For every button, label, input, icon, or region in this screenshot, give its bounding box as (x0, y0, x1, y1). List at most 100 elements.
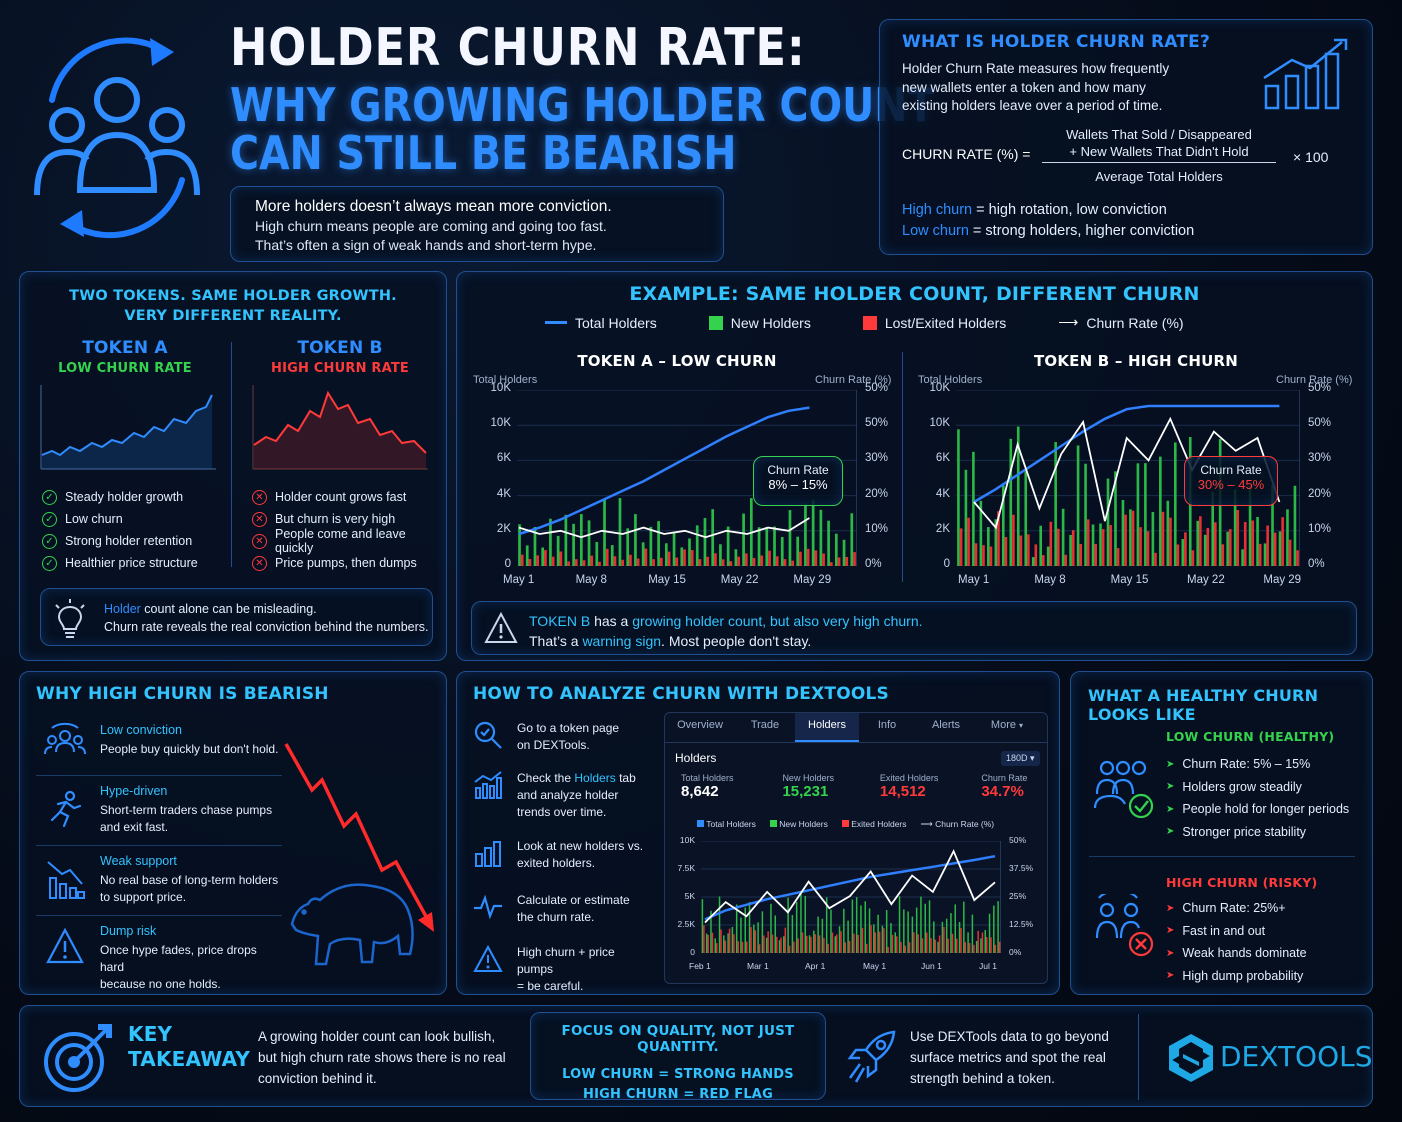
new-holders-bar (688, 538, 691, 566)
tab-holders[interactable]: Holders (795, 713, 859, 742)
exited-holders-bar (1154, 552, 1157, 566)
tab-more[interactable]: More ▾ (990, 719, 1024, 731)
x-tick-label: May 8 (1034, 574, 1066, 586)
exited-holders-bar (636, 558, 640, 566)
exited-holders-bar (1042, 555, 1045, 566)
bearish-item-dump-risk: Dump risk Once hype fades, price drops h… (36, 916, 282, 991)
lightbulb-icon (55, 599, 85, 638)
exited-holders-bar (783, 559, 787, 566)
new-holders-bar (587, 520, 591, 566)
legend-new-holders: New Holders (708, 314, 811, 331)
exited-holders-bar (938, 935, 941, 953)
new-holders-bar (924, 903, 926, 953)
exited-holders-bar (559, 551, 563, 566)
exited-holders-bar (791, 560, 795, 566)
formula-label: CHURN RATE (%) = (902, 146, 1031, 162)
step-be-careful: High churn + price pumps = be careful. (473, 944, 653, 995)
two-tokens-heading-line2: VERY DIFFERENT REALITY. (124, 308, 342, 324)
new-holders-bar (804, 503, 807, 566)
exited-holders-bar (746, 941, 748, 953)
new-holders-bar (1031, 557, 1035, 566)
tip-box: Holder count alone can be misleading. Ch… (40, 588, 433, 646)
new-holders-bar (626, 528, 630, 566)
new-holders-bar (780, 537, 784, 566)
tab-overview[interactable]: Overview (677, 719, 723, 731)
y-tick-label: 2.5K (677, 919, 696, 930)
new-holders-bar (937, 941, 939, 953)
new-holders-bar (1114, 471, 1117, 566)
two-tokens-panel: TWO TOKENS. SAME HOLDER GROWTH. VERY DIF… (19, 271, 447, 661)
new-holders-bar (1129, 509, 1132, 566)
x-tick-label: Jul 1 (979, 961, 997, 971)
token-a-title: TOKEN A (82, 338, 168, 358)
new-holders-bar (975, 941, 978, 953)
exited-holders-bar (536, 555, 540, 566)
new-holders-bar (634, 514, 637, 566)
exited-holders-bar (528, 559, 532, 566)
exited-holders-bar (1109, 525, 1112, 566)
key-takeaway-line1: KEY (128, 1022, 173, 1046)
exited-holders-bar (1139, 527, 1142, 566)
analyze-panel: HOW TO ANALYZE CHURN WITH DEXTOOLS Go to… (456, 671, 1060, 995)
legend-churn-rate: ⟶ Churn Rate (%) (1058, 314, 1184, 331)
new-holders-bar (1278, 531, 1282, 566)
token-a-subtitle: LOW CHURN RATE (58, 361, 192, 376)
new-holders-bar (984, 930, 986, 953)
exited-holders-bar (967, 517, 970, 566)
new-holders-bar (641, 542, 645, 566)
new-holders-bar (860, 905, 862, 953)
exited-holders-bar (837, 557, 841, 566)
warning-triangle-icon (484, 612, 518, 643)
new-holders-bar (997, 901, 999, 953)
check-icon: ✓ (42, 555, 57, 571)
token-a-point: ✓ Low churn (42, 508, 198, 530)
new-holders-bar (972, 451, 975, 566)
high-churn-equation: HIGH CHURN = RED FLAG (583, 1087, 773, 1102)
intro-line3: That’s often a sign of weak hands and sh… (255, 237, 597, 253)
exited-holders-bar (908, 942, 911, 953)
x-circle-icon: ✕ (252, 511, 267, 527)
new-holders-bar (1061, 508, 1065, 566)
new-holders-bar (787, 897, 789, 953)
exited-holders-bar (1273, 532, 1277, 566)
y-tick-label: 4K (935, 487, 950, 500)
new-holders-bar (907, 911, 909, 953)
tip-line1: count alone can be misleading. (140, 602, 317, 616)
y-tick-label: 10K (929, 417, 950, 430)
tab-alerts[interactable]: Alerts (931, 719, 961, 731)
exited-holders-bar (1258, 543, 1262, 566)
tab-trade[interactable]: Trade (750, 719, 780, 731)
people-group-icon (44, 722, 86, 755)
key-takeaway-line2: TAKEAWAY (128, 1047, 251, 1071)
exited-holders-bar (690, 550, 694, 566)
new-holders-bar (579, 514, 583, 566)
definition-panel: WHAT IS HOLDER CHURN RATE? Holder Churn … (879, 19, 1373, 255)
chart-a-left-label: Total Holders (473, 374, 538, 386)
exited-holders-bar (1206, 527, 1210, 566)
new-holders-bar (964, 469, 968, 566)
exited-holders-bar (760, 555, 764, 566)
exited-holders-bar (981, 932, 984, 953)
exited-holders-bar (883, 928, 885, 953)
exited-holders-bar (675, 557, 679, 566)
definition-text-line3: existing holders leave over a period of … (902, 98, 1163, 113)
y-tick-label: 4K (496, 487, 511, 500)
range-select[interactable]: 180D ▾ (1001, 751, 1040, 766)
exited-holders-bar (1214, 522, 1217, 566)
dextools-logo-text: DEXTOOLS (1220, 1040, 1373, 1073)
x-tick-label: May 15 (1110, 574, 1149, 586)
exited-holders-bar (934, 939, 937, 953)
exited-holders-bar (776, 936, 778, 953)
exited-holders-bar (1004, 536, 1008, 566)
exited-holders-bar (590, 555, 594, 566)
healthy-heading: WHAT A HEALTHY CHURN LOOKS LIKE (1088, 686, 1319, 724)
new-holders-bar (765, 937, 768, 953)
exited-holders-bar (667, 551, 671, 566)
exited-holders-bar (806, 548, 810, 566)
tab-info[interactable]: Info (877, 719, 897, 731)
x-tick-label: May 1 (863, 961, 887, 971)
new-holders-bar (843, 908, 845, 953)
high-churn-point: ➤ Fast in and out (1166, 923, 1266, 938)
new-holders-bar (1233, 489, 1237, 566)
exited-holders-bar (741, 941, 744, 953)
